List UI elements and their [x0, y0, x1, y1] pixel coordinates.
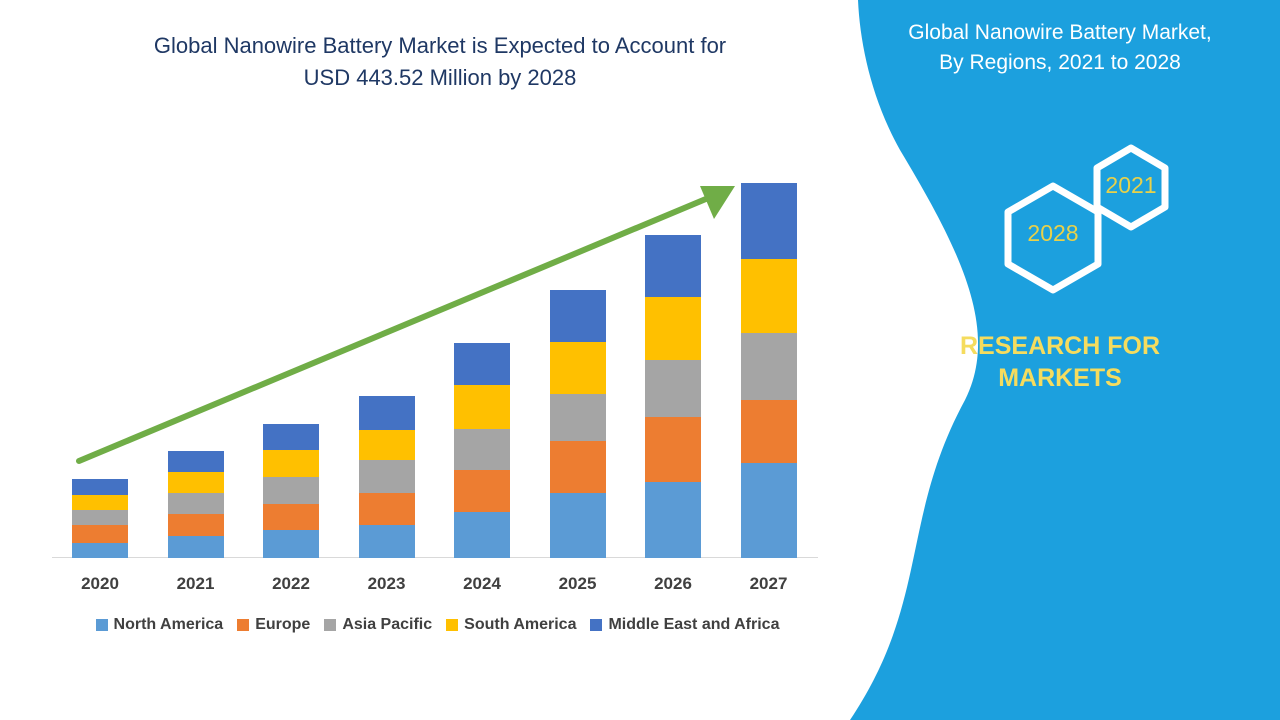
bar-segment-europe[interactable] — [167, 514, 224, 536]
legend-swatch-icon — [324, 619, 337, 631]
bar-2026[interactable] — [645, 235, 701, 558]
bar-segment-south-america[interactable] — [549, 342, 606, 394]
legend-label: North America — [113, 616, 224, 633]
bar-segment-europe[interactable] — [454, 470, 510, 512]
bar-2025[interactable] — [549, 290, 606, 558]
x-tick-2020: 2020 — [81, 574, 119, 593]
bar-segment-north-america[interactable] — [645, 482, 701, 558]
bar-segment-europe[interactable] — [263, 504, 319, 530]
bar-segment-north-america[interactable] — [454, 512, 510, 558]
bar-segment-south-america[interactable] — [454, 385, 510, 429]
bar-segment-asia-pacific[interactable] — [740, 333, 797, 400]
x-tick-2024: 2024 — [463, 574, 501, 593]
panel-content: Global Nanowire Battery Market, By Regio… — [860, 0, 1280, 720]
hexagon-label-start-year: 2021 — [1105, 172, 1157, 198]
bar-segment-middle-east-and-africa[interactable] — [72, 479, 128, 495]
x-tick-2022: 2022 — [272, 574, 310, 593]
x-axis-line — [52, 557, 818, 558]
bar-segment-north-america[interactable] — [167, 536, 224, 558]
bar-segment-asia-pacific[interactable] — [358, 460, 415, 493]
x-tick-2026: 2026 — [654, 574, 692, 593]
legend-swatch-icon — [95, 619, 108, 631]
bar-segment-north-america[interactable] — [358, 525, 415, 558]
chart-legend: North America Europe Asia Pacific South Ame… — [50, 616, 825, 634]
bar-segment-north-america[interactable] — [72, 543, 128, 558]
bar-segment-asia-pacific[interactable] — [72, 510, 128, 525]
bar-segment-south-america[interactable] — [263, 450, 319, 477]
panel-title: Global Nanowire Battery Market, By Regio… — [908, 21, 1212, 74]
legend-item-south-america[interactable]: South America — [446, 616, 576, 634]
bar-2022[interactable] — [263, 424, 319, 558]
legend-item-europe[interactable]: Europe — [237, 616, 310, 634]
bar-segment-middle-east-and-africa[interactable] — [167, 451, 224, 472]
bar-segment-middle-east-and-africa[interactable] — [454, 343, 510, 385]
bar-2023[interactable] — [358, 396, 415, 558]
x-tick-2021: 2021 — [176, 574, 215, 593]
bar-segment-europe[interactable] — [72, 525, 128, 543]
x-tick-2025: 2025 — [558, 574, 597, 593]
legend-label: South America — [464, 616, 577, 633]
chart-title: Global Nanowire Battery Market is Expect… — [153, 33, 727, 90]
bar-segment-north-america[interactable] — [740, 463, 797, 558]
bar-segment-europe[interactable] — [740, 400, 797, 463]
bar-segment-middle-east-and-africa[interactable] — [358, 396, 415, 430]
bar-segment-south-america[interactable] — [358, 430, 415, 460]
x-tick-2027: 2027 — [749, 574, 788, 593]
bar-segment-north-america[interactable] — [549, 493, 606, 558]
legend-label: Middle East and Africa — [608, 616, 780, 633]
bar-2021[interactable] — [167, 451, 224, 558]
x-tick-2023: 2023 — [367, 574, 406, 593]
bar-segment-south-america[interactable] — [645, 297, 701, 360]
bar-segment-asia-pacific[interactable] — [454, 429, 510, 470]
brand-name: RESEARCH FOR MARKETS — [959, 332, 1160, 392]
bar-segment-asia-pacific[interactable] — [549, 394, 606, 441]
legend-label: Asia Pacific — [342, 616, 433, 633]
bar-segment-middle-east-and-africa[interactable] — [549, 290, 606, 342]
legend-item-middle-east-and-africa[interactable]: Middle East and Africa — [590, 616, 779, 634]
legend-swatch-icon — [590, 619, 603, 631]
bar-segment-asia-pacific[interactable] — [167, 493, 224, 514]
bar-2020[interactable] — [72, 479, 128, 558]
legend-swatch-icon — [446, 619, 459, 631]
bar-segment-middle-east-and-africa[interactable] — [263, 424, 319, 450]
bar-segment-asia-pacific[interactable] — [645, 360, 701, 417]
bar-segment-europe[interactable] — [549, 441, 606, 493]
bar-segment-south-america[interactable] — [72, 495, 128, 510]
bar-segment-asia-pacific[interactable] — [263, 477, 319, 504]
legend-item-north-america[interactable]: North America — [95, 616, 224, 634]
legend-swatch-icon — [237, 619, 250, 631]
bar-segment-south-america[interactable] — [167, 472, 224, 493]
legend-label: Europe — [255, 616, 311, 633]
bar-segment-europe[interactable] — [358, 493, 415, 525]
chart-plot-area — [52, 186, 818, 558]
bar-segment-north-america[interactable] — [263, 530, 319, 558]
legend-item-asia-pacific[interactable]: Asia Pacific — [324, 616, 432, 634]
bar-2027[interactable] — [740, 183, 797, 558]
bar-segment-middle-east-and-africa[interactable] — [645, 235, 701, 297]
bar-segment-south-america[interactable] — [740, 259, 797, 333]
growth-trend-arrow — [76, 186, 735, 464]
bar-2024[interactable] — [454, 343, 510, 558]
hexagon-label-end-year: 2028 — [1027, 220, 1079, 246]
bar-segment-middle-east-and-africa[interactable] — [740, 183, 797, 259]
bar-segment-europe[interactable] — [645, 417, 701, 482]
